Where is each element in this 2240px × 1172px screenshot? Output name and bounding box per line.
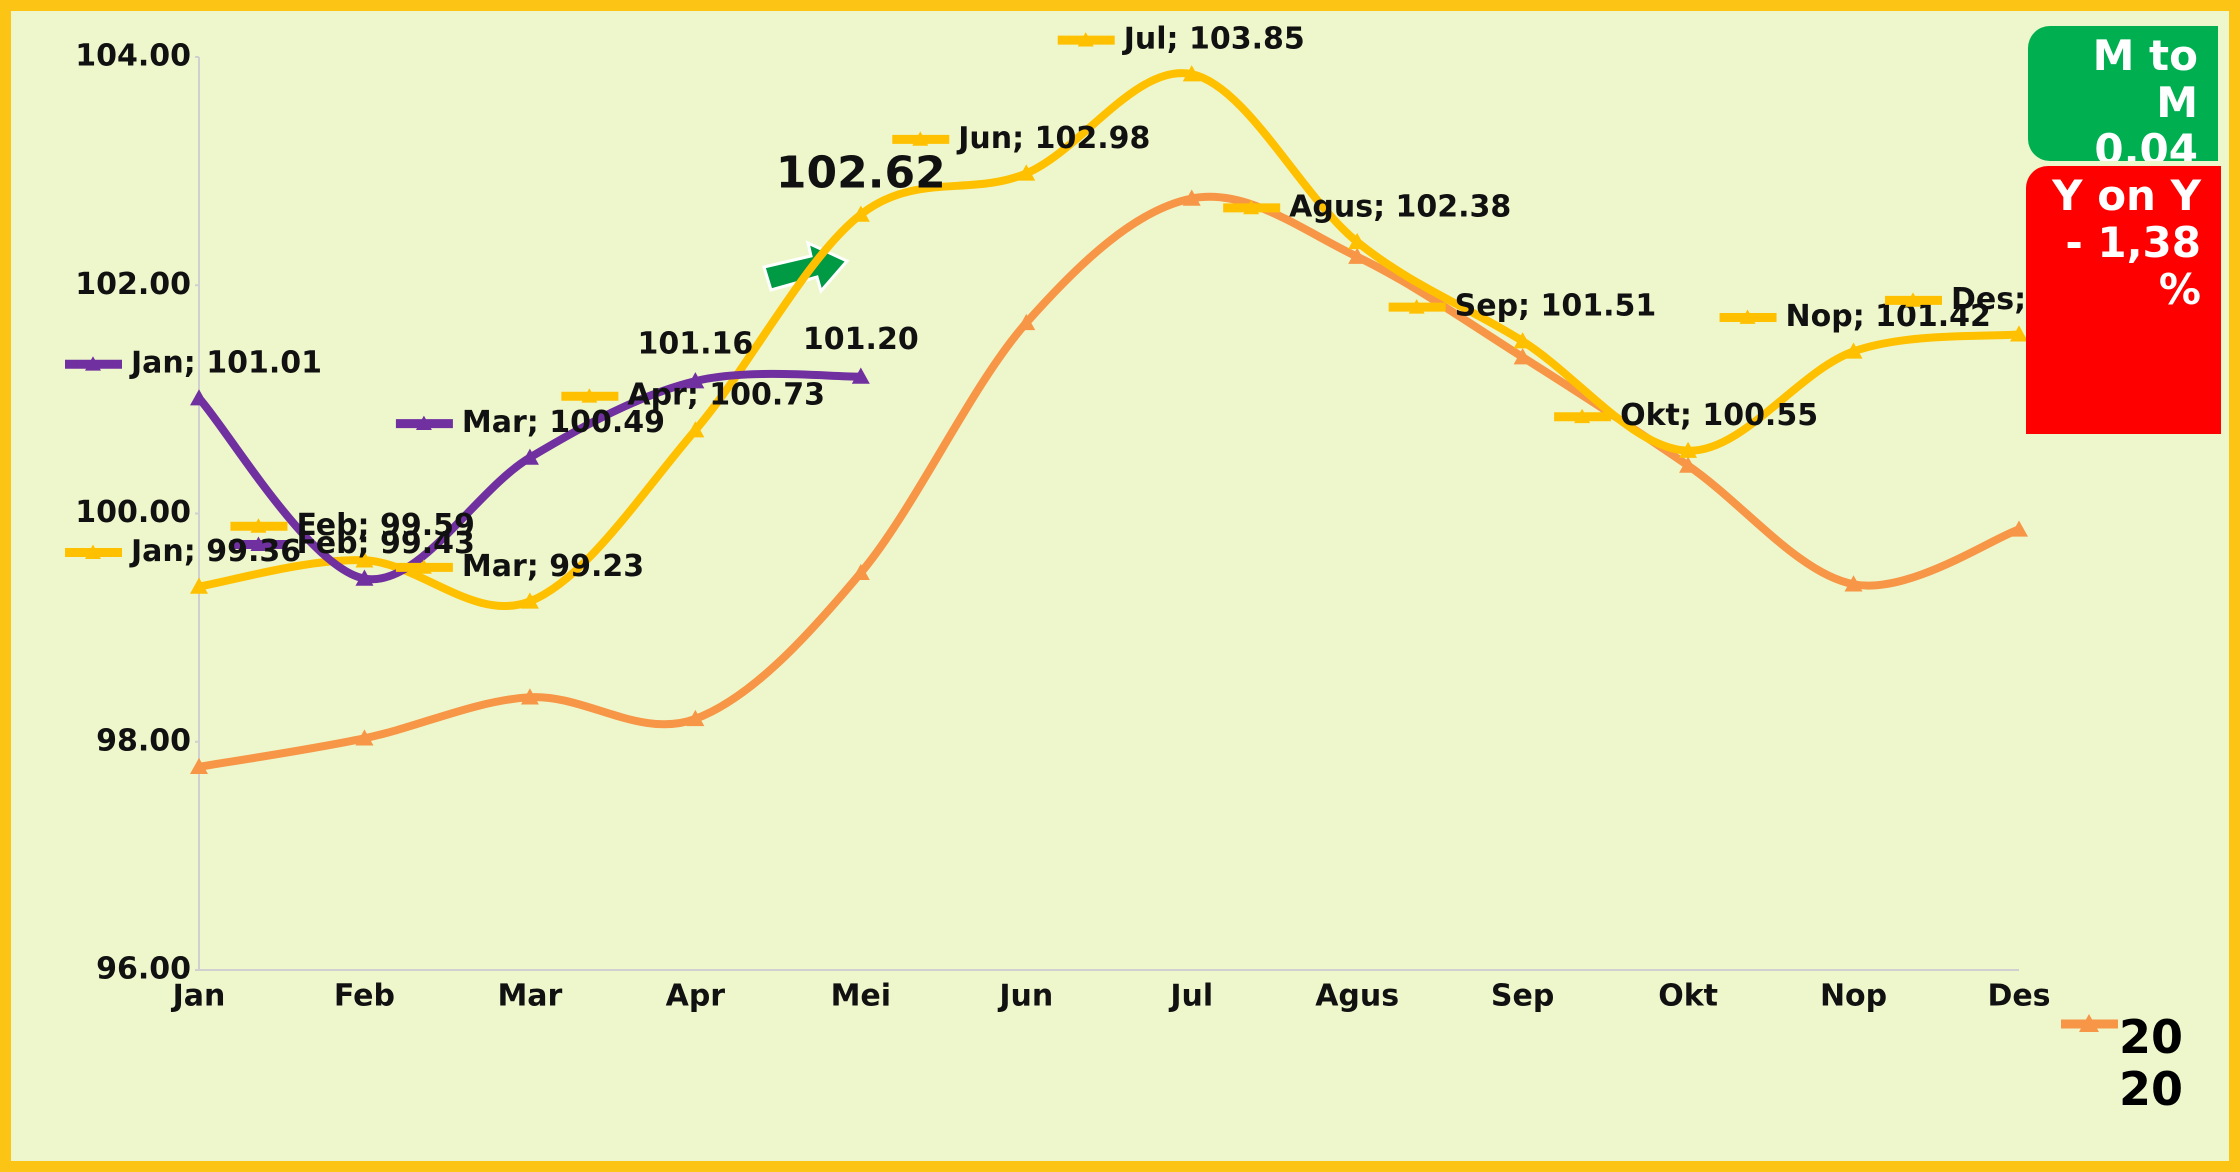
series-line <box>195 192 2023 771</box>
point-marker <box>1182 189 1201 206</box>
x-tick-label: Jan <box>171 979 226 1014</box>
highlight-arrow <box>762 240 850 295</box>
y-on-y-box: Y on Y - 1,38 % <box>2026 166 2221 434</box>
x-tick-label: Agus <box>1315 979 1399 1014</box>
label-key-marker <box>415 559 432 574</box>
label-key-marker <box>415 415 432 430</box>
point-marker <box>1513 332 1532 349</box>
x-tick-label: Mar <box>497 979 562 1014</box>
data-label: 101.16 <box>637 327 753 362</box>
x-tick-label: Nop <box>1820 979 1887 1014</box>
point-marker <box>851 205 870 222</box>
data-label: Feb; 99.59 <box>296 508 474 543</box>
y-tick-label: 96.00 <box>96 952 191 987</box>
label-key-marker <box>1408 299 1425 314</box>
point-marker <box>355 569 374 586</box>
data-label: Jun; 102.98 <box>956 121 1150 156</box>
label-key-marker <box>1574 408 1591 424</box>
point-marker <box>1844 575 1863 592</box>
x-tick-label: Feb <box>334 979 395 1014</box>
data-label: 102.62 <box>776 147 946 198</box>
point-marker <box>686 421 705 438</box>
label-key-marker <box>1739 309 1756 324</box>
data-label: Jan; 101.01 <box>129 346 322 381</box>
point-marker <box>1348 247 1367 264</box>
label-key-marker <box>85 356 101 371</box>
label-key-marker <box>581 388 598 403</box>
data-label: Okt; 100.55 <box>1620 398 1818 433</box>
x-tick-label: Sep <box>1491 979 1554 1014</box>
point-marker <box>1182 65 1201 82</box>
data-label: 101.20 <box>803 322 919 357</box>
point-marker <box>2010 520 2028 537</box>
point-marker <box>1348 232 1367 250</box>
data-label: Des; <box>1951 282 2026 317</box>
data-label: Apr; 100.73 <box>627 378 825 413</box>
x-tick-label: Mei <box>831 979 891 1014</box>
point-marker <box>1017 164 1036 181</box>
y-tick-label: 104.00 <box>75 39 191 74</box>
point-marker <box>520 592 539 609</box>
label-key-marker <box>250 536 267 551</box>
x-tick-label: Apr <box>666 979 726 1014</box>
point-marker <box>190 577 208 594</box>
point-marker <box>355 729 374 746</box>
point-marker <box>1017 313 1036 331</box>
label-key-marker <box>1243 199 1260 215</box>
data-label: Jul; 103.85 <box>1122 22 1305 57</box>
x-tick-label: Okt <box>1658 979 1718 1014</box>
point-marker <box>1844 342 1863 359</box>
point-marker <box>355 551 374 568</box>
label-key-marker <box>85 544 101 559</box>
point-marker <box>686 709 705 727</box>
chart: 96.00 98.00 100.00 102.00 104.00 Jan Feb Mar Apr… <box>65 22 2118 1032</box>
point-marker <box>1679 441 1698 458</box>
y-tick-label: 98.00 <box>96 723 191 758</box>
label-key-marker <box>1077 32 1094 47</box>
data-label: Agus; 102.38 <box>1289 189 1511 224</box>
data-label: Feb; 99.43 <box>296 526 474 561</box>
legend-label: 2020 <box>2119 1010 2184 1116</box>
y-tick-label: 102.00 <box>75 267 191 302</box>
legend-key-marker <box>2079 1014 2099 1032</box>
point-marker <box>520 448 539 465</box>
point-marker <box>2010 325 2028 342</box>
x-tick-label: Jul <box>1168 979 1213 1014</box>
m-to-m-box: M to M 0,04 <box>2028 26 2218 161</box>
data-label: Mar; 99.23 <box>462 549 644 584</box>
data-label: Sep; 101.51 <box>1455 289 1657 324</box>
point-marker <box>1679 456 1698 473</box>
data-label: Jan; 99.36 <box>129 534 301 569</box>
series-line <box>195 369 865 584</box>
point-marker <box>686 372 705 389</box>
y-tick-label: 100.00 <box>75 495 191 530</box>
label-key-marker <box>250 518 267 533</box>
x-tick-label: Jun <box>997 979 1053 1014</box>
x-tick-label: Des <box>1987 979 2050 1014</box>
point-marker <box>851 563 870 581</box>
point-marker <box>190 389 208 406</box>
label-key-marker <box>1905 292 1921 307</box>
series-line <box>195 69 2023 611</box>
point-marker <box>1513 348 1532 365</box>
point-marker <box>520 688 539 705</box>
data-label: Mar; 100.49 <box>462 405 665 440</box>
label-key-marker <box>912 131 929 146</box>
point-marker <box>190 757 208 775</box>
point-marker <box>851 367 870 384</box>
